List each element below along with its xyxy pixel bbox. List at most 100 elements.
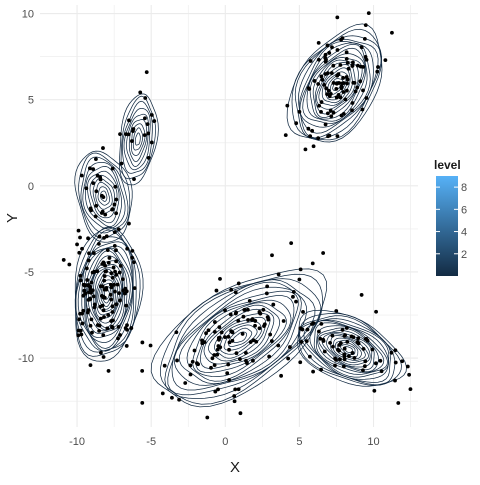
data-point: [358, 79, 363, 84]
density-contour: [81, 245, 134, 349]
density-contour: [104, 289, 110, 300]
data-point: [304, 339, 309, 344]
data-point: [297, 277, 302, 282]
data-point: [78, 278, 83, 283]
data-point: [75, 242, 79, 247]
data-point: [251, 358, 255, 363]
density-contour: [95, 181, 113, 210]
data-point: [108, 292, 113, 297]
y-tick-label: -10: [18, 353, 34, 365]
data-point: [110, 166, 115, 171]
data-point: [405, 364, 410, 369]
data-point: [188, 372, 193, 377]
data-point: [393, 348, 398, 353]
data-point: [300, 327, 305, 332]
data-point: [117, 291, 122, 296]
data-point: [372, 388, 377, 393]
data-point: [106, 313, 111, 317]
data-point: [265, 284, 270, 289]
data-point: [361, 368, 365, 373]
data-point: [268, 332, 273, 337]
data-point: [328, 108, 333, 113]
data-points: [61, 11, 413, 420]
data-point: [236, 281, 241, 286]
data-point: [233, 387, 238, 392]
data-point: [358, 64, 363, 69]
data-point: [242, 308, 247, 312]
data-point: [306, 126, 311, 131]
data-point: [98, 177, 103, 182]
density-contour: [77, 241, 133, 352]
data-point: [114, 302, 119, 307]
data-point: [373, 361, 378, 366]
data-point: [217, 337, 221, 342]
density-contour: [74, 150, 133, 243]
density-contour: [326, 333, 371, 366]
data-point: [345, 60, 350, 65]
data-point: [86, 297, 91, 302]
density-contour: [340, 344, 356, 355]
data-point: [355, 340, 360, 344]
data-point: [318, 336, 323, 341]
data-point: [103, 212, 108, 217]
data-point: [101, 308, 106, 313]
data-point: [345, 81, 349, 86]
data-point: [291, 289, 296, 294]
data-point: [102, 315, 106, 319]
data-point: [340, 328, 345, 332]
data-point: [113, 184, 118, 189]
data-point: [355, 85, 360, 90]
data-point: [98, 350, 103, 355]
data-point: [92, 302, 97, 307]
data-point: [213, 320, 217, 324]
data-point: [109, 285, 114, 290]
data-point: [319, 367, 324, 372]
data-point: [202, 340, 207, 345]
data-point: [80, 321, 85, 326]
data-point: [366, 11, 371, 16]
data-point: [142, 133, 147, 138]
data-point: [112, 202, 117, 207]
data-point: [89, 317, 94, 322]
data-point: [215, 352, 220, 357]
data-point: [67, 262, 72, 267]
data-point: [375, 69, 380, 74]
density-contour: [174, 286, 302, 386]
data-point: [301, 310, 305, 314]
data-point: [90, 288, 95, 293]
data-point: [85, 278, 90, 282]
data-point: [132, 177, 136, 182]
density-contour: [128, 119, 148, 163]
data-point: [110, 304, 115, 309]
data-point: [258, 311, 263, 316]
data-point: [331, 81, 336, 85]
data-point: [110, 275, 115, 280]
data-point: [336, 72, 341, 77]
density-contour: [286, 23, 383, 143]
data-point: [100, 284, 105, 289]
y-tick-label: 5: [28, 95, 34, 107]
data-point: [352, 356, 357, 360]
data-point: [343, 97, 348, 102]
data-point: [330, 45, 334, 50]
data-point: [143, 96, 148, 100]
data-point: [170, 395, 174, 400]
density-contour: [306, 47, 366, 122]
data-point: [85, 310, 90, 315]
data-point: [253, 323, 257, 328]
data-point: [100, 209, 105, 214]
data-point: [177, 397, 182, 402]
data-point: [79, 332, 84, 337]
data-point: [90, 330, 94, 335]
data-point: [360, 107, 365, 112]
density-contour: [167, 279, 316, 396]
density-contour: [316, 327, 379, 373]
data-point: [316, 136, 321, 141]
data-point: [350, 108, 354, 113]
data-point: [262, 324, 266, 328]
data-point: [91, 294, 96, 299]
data-point: [232, 394, 237, 398]
data-point: [146, 131, 151, 136]
data-point: [232, 399, 237, 404]
data-point: [84, 266, 89, 271]
